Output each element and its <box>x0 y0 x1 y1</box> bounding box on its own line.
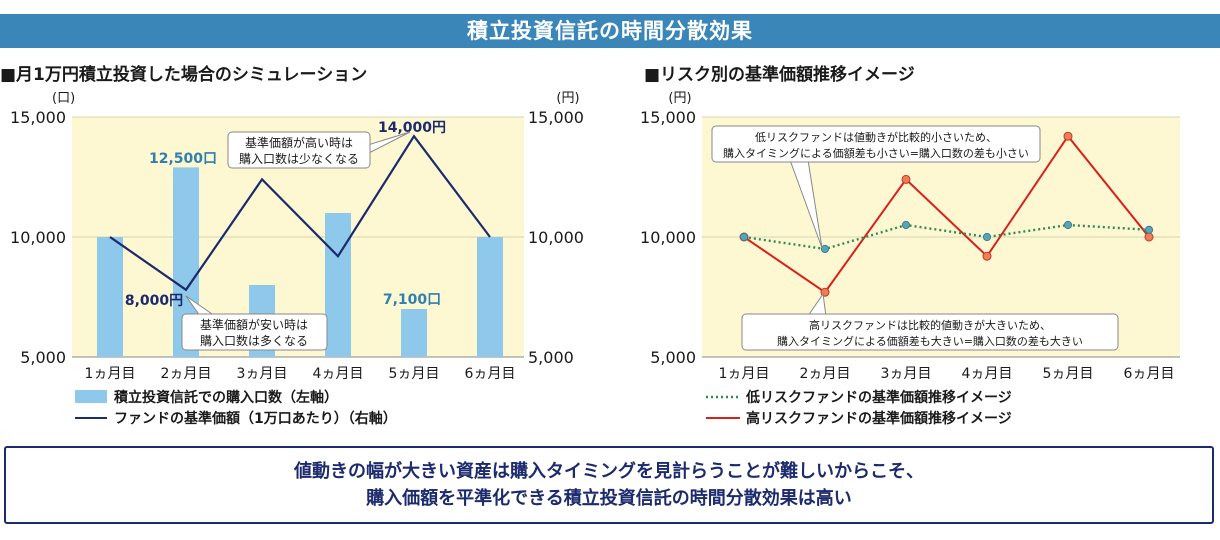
data-label-bar: 7,100口 <box>383 292 441 308</box>
right-x-tick-label: 5ヵ月目 <box>1043 366 1094 382</box>
line-fund-price <box>109 134 491 292</box>
legend-label-low-risk: 低リスクファンドの基準価額推移イメージ <box>745 389 1012 406</box>
callout-high-line-2: 購入口数は少なくなる <box>239 151 359 166</box>
bar-purchase-units <box>97 237 123 357</box>
callout-box-high-risk <box>741 313 1119 351</box>
left-x-tick-label: 1ヵ月目 <box>85 366 136 382</box>
point-low-risk <box>1144 225 1154 234</box>
left-x-tick-label: 5ヵ月目 <box>389 366 440 382</box>
callout-low-line-2: 購入口数は多くなる <box>200 333 308 348</box>
right-axis-tick-label: 15,000 <box>528 108 584 127</box>
left-y-tick-label: 10,000 <box>10 228 66 247</box>
right-axis-tick-label: 10,000 <box>528 228 584 247</box>
callout-low-risk-line-1: 低リスクファンドは値動きが比較的小さいため、 <box>755 130 997 144</box>
point-low-risk <box>739 232 749 242</box>
point-low-risk <box>820 244 830 254</box>
point-high-risk <box>1063 131 1073 141</box>
callout-box-low <box>181 313 328 351</box>
right-x-tick-label: 6ヵ月目 <box>1124 366 1175 382</box>
bar-purchase-units <box>325 213 351 357</box>
left-y-tick-label: 15,000 <box>10 108 66 127</box>
summary-box: 値動きの幅が大きい資産は購入タイミングを見計らうことが難しいからこそ、 購入価額… <box>4 446 1214 524</box>
legend-swatch-bar <box>75 390 107 403</box>
data-label-bar: 12,500口 <box>149 151 217 167</box>
right-x-tick-label: 3ヵ月目 <box>881 366 932 382</box>
right-x-tick-label: 1ヵ月目 <box>719 366 770 382</box>
data-label-line: 14,000円 <box>378 120 446 136</box>
point-high-risk <box>982 251 992 261</box>
right-axis-tick-label: 5,000 <box>528 348 574 367</box>
right-y-tick-label: 5,000 <box>650 348 696 367</box>
right-y-tick-label: 15,000 <box>640 108 696 127</box>
banner-title: 積立投資信託の時間分散効果 <box>0 14 1220 48</box>
left-chart-subtitle: ■月1万円積立投資した場合のシミュレーション <box>0 65 368 85</box>
left-y-tick-label: 5,000 <box>20 348 66 367</box>
legend-label-bar: 積立投資信託での購入口数（左軸） <box>113 389 338 406</box>
bar-purchase-units <box>401 309 427 357</box>
line-high-risk <box>743 134 1150 294</box>
left-x-tick-label: 3ヵ月目 <box>237 366 288 382</box>
left-y-unit: (口) <box>52 91 75 106</box>
left-y2-unit: (円) <box>556 91 579 106</box>
summary-line-2: 購入価額を平準化できる積立投資信託の時間分散効果は高い <box>366 488 852 509</box>
point-high-risk <box>1144 232 1154 242</box>
right-chart-subtitle: ■リスク別の基準価額推移イメージ <box>644 65 915 85</box>
data-label-line: 8,000円 <box>125 293 183 309</box>
callout-box-high <box>227 131 371 169</box>
right-y-tick-label: 10,000 <box>640 228 696 247</box>
summary-line-1: 値動きの幅が大きい資産は購入タイミングを見計らうことが難しいからこそ、 <box>294 461 924 482</box>
legend-label-line: ファンドの基準価額（1万口あたり）（右軸） <box>114 410 397 427</box>
callout-high-risk-line-1: 高リスクファンドは比較的値動きが大きいため、 <box>809 318 1051 332</box>
callout-box-low-risk <box>711 125 1041 163</box>
point-high-risk <box>901 174 911 184</box>
callout-high-line-1: 基準価額が高い時は <box>245 135 353 150</box>
right-x-tick-label: 4ヵ月目 <box>962 366 1013 382</box>
left-x-tick-label: 2ヵ月目 <box>161 366 212 382</box>
point-low-risk <box>901 220 911 230</box>
point-low-risk <box>1063 220 1073 230</box>
callout-high-risk-line-2: 購入タイミングによる価額差も大きい=購入口数の差も大きい <box>777 334 1083 348</box>
callout-low-line-1: 基準価額が安い時は <box>200 317 308 332</box>
left-x-tick-label: 4ヵ月目 <box>313 366 364 382</box>
left-x-tick-label: 6ヵ月目 <box>465 366 516 382</box>
legend-label-high-risk: 高リスクファンドの基準価額推移イメージ <box>746 410 1012 427</box>
right-x-tick-label: 2ヵ月目 <box>800 366 851 382</box>
right-y-unit: (円) <box>668 91 691 106</box>
bar-purchase-units <box>477 237 503 357</box>
callout-low-risk-line-2: 購入タイミングによる価額差も小さい=購入口数の差も小さい <box>723 146 1029 160</box>
point-low-risk <box>982 232 992 242</box>
